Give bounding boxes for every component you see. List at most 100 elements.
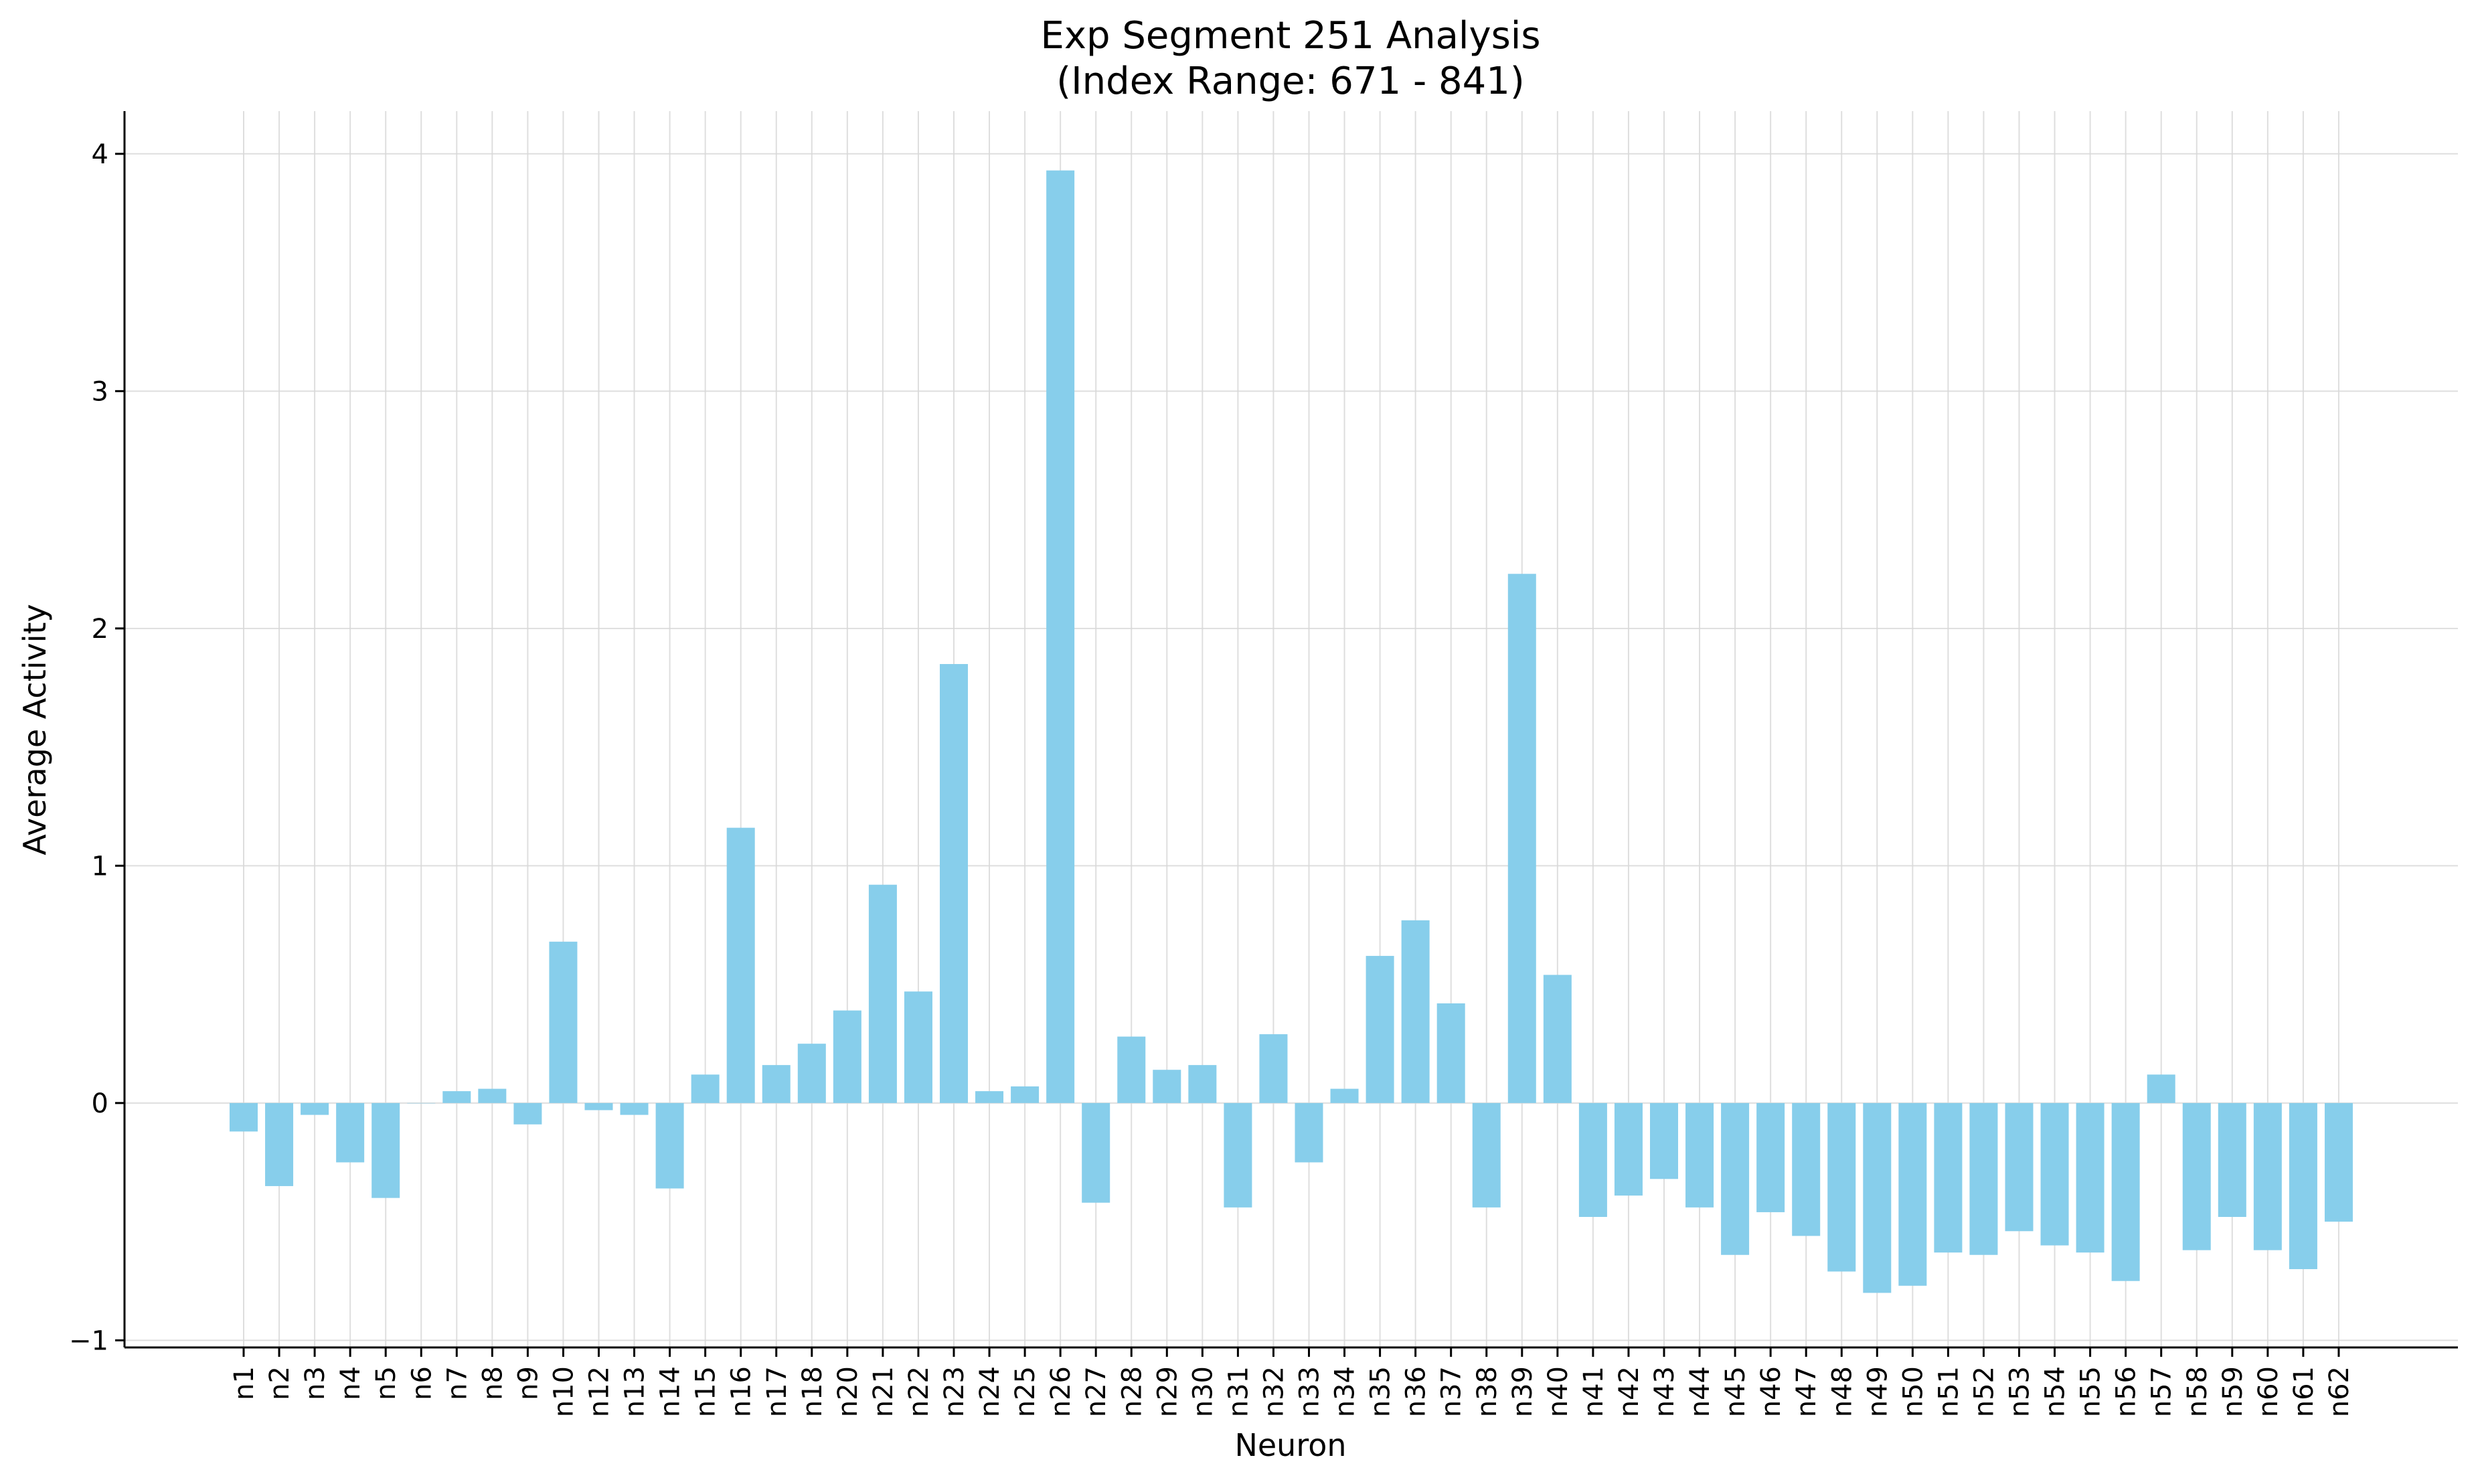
x-tick-label: n58 <box>2182 1366 2213 1417</box>
x-tick-label: n8 <box>477 1366 508 1400</box>
x-tick-label: n5 <box>371 1366 402 1400</box>
bar <box>549 941 578 1103</box>
bar <box>904 991 932 1103</box>
bar <box>1436 1003 1465 1103</box>
x-tick-label: n23 <box>939 1366 970 1417</box>
bar <box>1756 1102 1785 1212</box>
x-tick-label: n57 <box>2147 1366 2177 1417</box>
x-tick-label: n46 <box>1756 1366 1787 1417</box>
bar <box>940 664 968 1103</box>
y-tick-label: 1 <box>92 851 108 882</box>
bar <box>1721 1102 1750 1255</box>
x-tick-label: n30 <box>1187 1366 1218 1417</box>
bar <box>1969 1102 1998 1255</box>
bar <box>2253 1102 2282 1250</box>
x-tick-label: n61 <box>2289 1366 2319 1417</box>
x-tick-label: n4 <box>335 1366 366 1400</box>
bar <box>513 1102 542 1125</box>
x-tick-label: n24 <box>975 1366 1005 1417</box>
bar <box>1472 1102 1501 1208</box>
bar <box>1685 1102 1714 1208</box>
bar <box>301 1102 329 1115</box>
x-tick-label: n21 <box>868 1366 899 1417</box>
bar <box>1543 975 1572 1103</box>
x-tick-label: n62 <box>2324 1366 2355 1417</box>
x-tick-label: n44 <box>1685 1366 1716 1417</box>
bar <box>230 1102 258 1132</box>
x-tick-label: n51 <box>1933 1366 1964 1417</box>
x-tick-label: n39 <box>1507 1366 1538 1417</box>
bar <box>2218 1102 2246 1218</box>
x-tick-label: n40 <box>1543 1366 1574 1417</box>
y-tick-label: 0 <box>92 1088 108 1119</box>
chart-subtitle: (Index Range: 671 - 841) <box>1056 60 1524 103</box>
bar <box>478 1088 507 1103</box>
bar <box>407 1102 436 1104</box>
x-ticks: n1 n2 n3 n4 n5 n6 n7 n8 n9 n10 n12 n13 n14 n15 n16 n17 n… <box>229 1347 2355 1417</box>
x-tick-label: n17 <box>762 1366 793 1417</box>
y-tick-label: 3 <box>92 376 108 407</box>
bar <box>1224 1102 1252 1208</box>
bar <box>2324 1102 2353 1222</box>
y-tick-label: 2 <box>92 614 108 645</box>
x-tick-label: n41 <box>1578 1366 1609 1417</box>
x-tick-label: n45 <box>1720 1366 1751 1417</box>
bar <box>1578 1102 1607 1218</box>
x-tick-label: n53 <box>2005 1366 2036 1417</box>
x-tick-label: n13 <box>620 1366 651 1417</box>
x-tick-label: n32 <box>1258 1366 1289 1417</box>
y-tick-label: −1 <box>69 1325 108 1356</box>
bar <box>2111 1102 2140 1281</box>
x-tick-label: n2 <box>264 1366 295 1400</box>
y-ticks: −1 0 1 2 3 4 <box>69 139 125 1356</box>
x-tick-label: n25 <box>1010 1366 1041 1417</box>
bar <box>691 1074 720 1103</box>
x-tick-label: n33 <box>1295 1366 1325 1417</box>
x-tick-label: n31 <box>1223 1366 1254 1417</box>
x-tick-label: n3 <box>300 1366 331 1400</box>
bar <box>2076 1102 2104 1253</box>
bar <box>1614 1102 1643 1196</box>
bar <box>1011 1086 1040 1103</box>
bar <box>2289 1102 2317 1270</box>
x-tick-label: n18 <box>797 1366 828 1417</box>
x-tick-label: n36 <box>1401 1366 1432 1417</box>
bar <box>2182 1102 2211 1250</box>
bar <box>1827 1102 1856 1272</box>
x-tick-label: n16 <box>726 1366 757 1417</box>
bar <box>1366 956 1394 1103</box>
x-tick-label: n27 <box>1081 1366 1112 1417</box>
bar <box>1792 1102 1821 1236</box>
bar <box>1188 1065 1217 1103</box>
bar <box>1934 1102 1963 1253</box>
bar <box>797 1044 826 1103</box>
x-tick-label: n28 <box>1117 1366 1147 1417</box>
x-tick-label: n14 <box>655 1366 686 1417</box>
bar <box>1507 574 1536 1103</box>
x-tick-label: n15 <box>691 1366 722 1417</box>
bar <box>265 1102 294 1186</box>
bar <box>1898 1102 1927 1286</box>
x-tick-label: n42 <box>1614 1366 1645 1417</box>
x-tick-label: n49 <box>1862 1366 1893 1417</box>
x-tick-label: n47 <box>1791 1366 1822 1417</box>
bar <box>655 1102 684 1189</box>
bar <box>833 1010 861 1103</box>
bar <box>1082 1102 1110 1203</box>
bar <box>1259 1034 1288 1103</box>
bar <box>975 1091 1004 1103</box>
x-tick-label: n56 <box>2111 1366 2142 1417</box>
x-tick-label: n52 <box>1969 1366 1999 1417</box>
grid <box>125 111 2458 1347</box>
x-tick-label: n10 <box>548 1366 579 1417</box>
x-tick-label: n43 <box>1649 1366 1680 1417</box>
x-tick-label: n55 <box>2076 1366 2107 1417</box>
bar <box>1117 1036 1146 1103</box>
x-tick-label: n7 <box>442 1366 473 1400</box>
bar <box>1401 920 1430 1103</box>
x-tick-label: n34 <box>1330 1366 1361 1417</box>
x-tick-label: n29 <box>1152 1366 1183 1417</box>
bar <box>2147 1074 2175 1103</box>
x-tick-label: n6 <box>406 1366 437 1400</box>
x-tick-label: n38 <box>1472 1366 1503 1417</box>
